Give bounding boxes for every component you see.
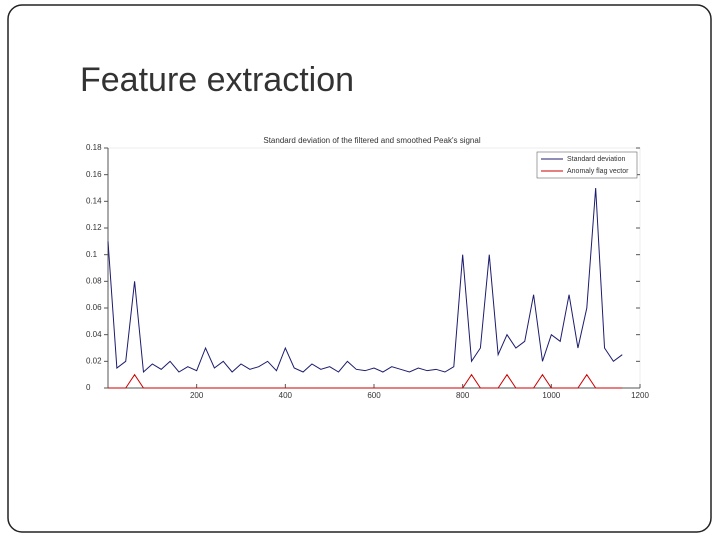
chart-title: Standard deviation of the filtered and s…	[263, 136, 480, 145]
y-tick-label: 0.14	[86, 196, 102, 205]
y-tick-label: 0.1	[86, 250, 98, 259]
y-tick-label: 0.18	[86, 143, 102, 152]
x-tick-label: 1000	[542, 391, 560, 400]
slide-frame	[7, 4, 712, 533]
y-tick-label: 0.02	[86, 356, 102, 365]
slide-title: Feature extraction	[80, 61, 354, 99]
series-line	[108, 373, 623, 389]
y-tick-label: 0.12	[86, 223, 102, 232]
y-tick-label: 0.16	[86, 170, 102, 179]
x-tick-label: 200	[190, 391, 204, 400]
y-tick-label: 0.04	[86, 330, 102, 339]
x-tick-label: 400	[279, 391, 293, 400]
x-tick-label: 1200	[631, 391, 649, 400]
legend-label: Standard deviation	[567, 156, 625, 163]
x-tick-label: 600	[367, 391, 381, 400]
x-tick-label: 800	[456, 391, 470, 400]
y-tick-label: 0.08	[86, 276, 102, 285]
y-tick-label: 0.06	[86, 303, 102, 312]
legend-label: Anomaly flag vector	[567, 168, 629, 175]
series-line	[107, 187, 623, 374]
y-tick-label: 0	[86, 383, 91, 392]
legend-box	[536, 151, 638, 179]
